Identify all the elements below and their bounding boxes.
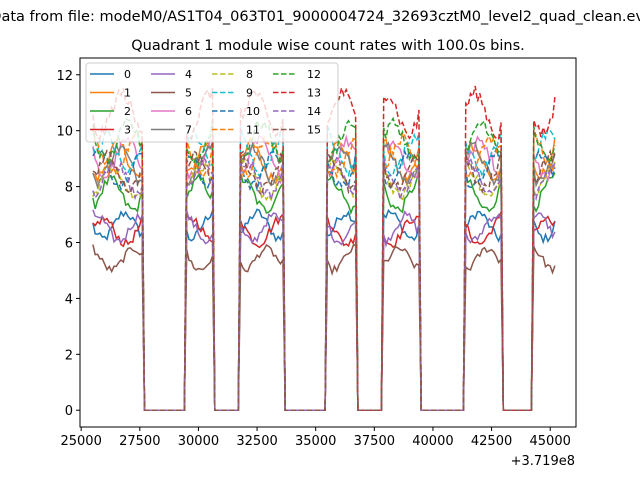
series-line-6 (92, 134, 555, 411)
legend-label: 2 (124, 105, 131, 118)
x-tick-label: 42500 (471, 434, 512, 449)
legend-box (85, 62, 339, 143)
y-tick-label: 8 (65, 181, 73, 196)
series-line-14 (92, 156, 556, 411)
x-tick-label: 25000 (60, 434, 101, 449)
series-line-1 (92, 136, 556, 411)
legend-label: 3 (124, 124, 131, 137)
y-tick-label: 4 (65, 292, 73, 307)
legend-label: 0 (124, 68, 131, 81)
x-axis: 25000 27500 30000 32500 35000 37500 40000 42500… (60, 427, 571, 449)
figure-suptitle: Data from file: modeM0/AS1T04_063T01_900… (0, 9, 640, 25)
series-line-3 (92, 211, 556, 411)
y-tick-label: 10 (56, 125, 73, 140)
legend-label: 13 (307, 87, 321, 100)
series-line-7 (92, 141, 556, 411)
legend-label: 15 (307, 124, 321, 137)
legend-label: 10 (246, 105, 260, 118)
y-tick-label: 0 (65, 404, 73, 419)
series-line-15 (92, 148, 556, 411)
x-tick-label: 45000 (530, 434, 571, 449)
legend-label: 1 (124, 87, 131, 100)
legend-label: 5 (185, 87, 192, 100)
x-offset-label: +3.719e8 (511, 454, 575, 469)
x-tick-label: 30000 (178, 434, 219, 449)
chart-title: Quadrant 1 module wise count rates with … (131, 38, 525, 54)
series-line-5 (92, 243, 556, 411)
legend-label: 7 (185, 124, 192, 137)
x-tick-label: 37500 (354, 434, 395, 449)
x-tick-label: 35000 (295, 434, 336, 449)
y-axis: 0 2 4 6 8 10 12 (56, 69, 80, 419)
x-tick-label: 27500 (119, 434, 160, 449)
legend-label: 12 (307, 68, 321, 81)
series-line-10 (92, 147, 556, 411)
series-line-8 (92, 157, 556, 411)
legend-label: 4 (185, 68, 192, 81)
x-tick-label: 40000 (412, 434, 453, 449)
legend-label: 9 (246, 87, 253, 100)
series-line-11 (92, 129, 556, 411)
legend-label: 6 (185, 105, 192, 118)
plot-lines (92, 85, 556, 411)
legend-label: 14 (307, 105, 321, 118)
legend-label: 8 (246, 68, 253, 81)
y-tick-label: 6 (65, 237, 73, 252)
x-tick-label: 32500 (236, 434, 277, 449)
legend-label: 11 (246, 124, 260, 137)
y-tick-label: 12 (56, 69, 73, 84)
y-tick-label: 2 (65, 348, 73, 363)
series-line-2 (92, 171, 556, 411)
